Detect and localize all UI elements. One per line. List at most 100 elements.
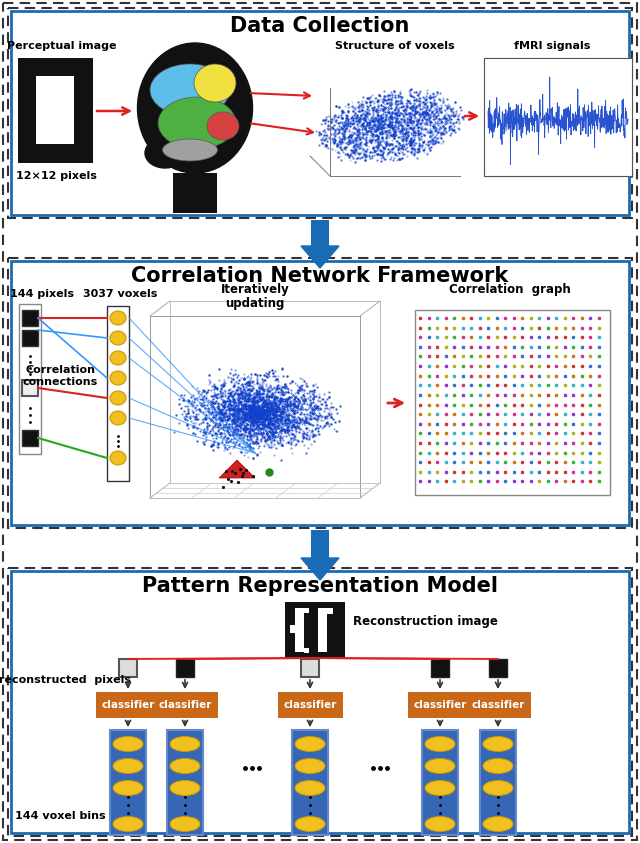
Bar [292,730,328,835]
Bar [301,659,319,677]
Ellipse shape [207,112,239,140]
Ellipse shape [110,311,126,325]
Ellipse shape [110,411,126,425]
Bar [153,692,218,718]
Ellipse shape [425,737,455,751]
Bar [489,659,507,677]
Text: classifier: classifier [101,700,155,710]
Bar [278,692,343,718]
Bar [22,430,38,446]
Ellipse shape [145,138,185,168]
Ellipse shape [163,139,218,161]
Bar [318,608,327,652]
Text: fMRI signals: fMRI signals [514,41,590,51]
Bar [176,659,194,677]
Ellipse shape [110,351,126,365]
Bar [311,220,329,246]
Bar [431,659,449,677]
Bar [110,730,146,835]
Ellipse shape [138,43,253,173]
Bar [484,58,632,176]
Bar [318,644,327,652]
Ellipse shape [295,737,325,751]
Ellipse shape [113,817,143,831]
Ellipse shape [113,737,143,751]
Bar [110,730,146,835]
Bar [167,730,203,835]
Polygon shape [301,246,339,268]
Bar [422,730,458,835]
Ellipse shape [110,371,126,385]
Bar [167,730,203,835]
Text: 144 pixels: 144 pixels [10,289,74,299]
Bar [290,625,295,633]
Text: Perceptual image: Perceptual image [7,41,116,51]
Polygon shape [301,558,339,580]
Bar [484,58,632,176]
Ellipse shape [110,451,126,465]
Ellipse shape [295,759,325,774]
Ellipse shape [170,737,200,751]
Ellipse shape [483,817,513,831]
Text: 3037 voxels: 3037 voxels [83,289,157,299]
Bar [22,310,38,326]
Text: Structure of voxels: Structure of voxels [335,41,455,51]
Text: classifier: classifier [284,700,337,710]
Bar [318,608,327,616]
Text: reconstructed  pixels: reconstructed pixels [0,675,131,685]
Ellipse shape [425,781,455,796]
Ellipse shape [295,817,325,831]
Bar [415,310,610,495]
Text: connections: connections [22,377,98,387]
Bar [292,730,328,835]
Bar [408,692,473,718]
Bar [96,692,161,718]
Bar [176,659,194,677]
Text: Correlation  graph: Correlation graph [449,283,571,297]
Bar [11,571,629,833]
Ellipse shape [483,737,513,751]
Text: Pattern Representation Model: Pattern Representation Model [142,576,498,596]
Text: Iteratively: Iteratively [221,283,289,297]
Bar [295,608,304,616]
Text: Reconstruction image: Reconstruction image [353,615,498,629]
Bar [489,659,507,677]
Bar [36,76,74,144]
Ellipse shape [170,759,200,774]
Ellipse shape [158,97,236,149]
Ellipse shape [483,781,513,796]
Ellipse shape [170,817,200,831]
Text: 12×12 pixels: 12×12 pixels [15,171,97,181]
Ellipse shape [170,781,200,796]
Bar [431,659,449,677]
Text: Data Collection: Data Collection [230,16,410,36]
Text: Correlation Network Framework: Correlation Network Framework [131,266,509,286]
Bar [422,730,458,835]
Text: Correlation: Correlation [25,365,95,375]
Bar [22,310,38,326]
Bar [11,261,629,525]
Bar [295,644,304,652]
Ellipse shape [425,817,455,831]
Text: 144 voxel bins: 144 voxel bins [15,811,106,821]
Text: classifier: classifier [158,700,212,710]
Bar [327,608,333,614]
Bar [304,648,309,653]
Ellipse shape [425,759,455,774]
Text: updating: updating [225,298,285,310]
Bar [304,608,309,613]
Ellipse shape [483,759,513,774]
Bar [173,173,217,213]
Ellipse shape [110,391,126,405]
Bar [22,330,38,346]
Ellipse shape [113,759,143,774]
Bar [22,380,38,396]
Bar [11,11,629,215]
Polygon shape [219,460,255,478]
Bar [480,730,516,835]
Text: classifier: classifier [471,700,525,710]
Bar [480,730,516,835]
Bar [19,304,41,454]
Bar [295,608,304,652]
Ellipse shape [194,64,236,102]
